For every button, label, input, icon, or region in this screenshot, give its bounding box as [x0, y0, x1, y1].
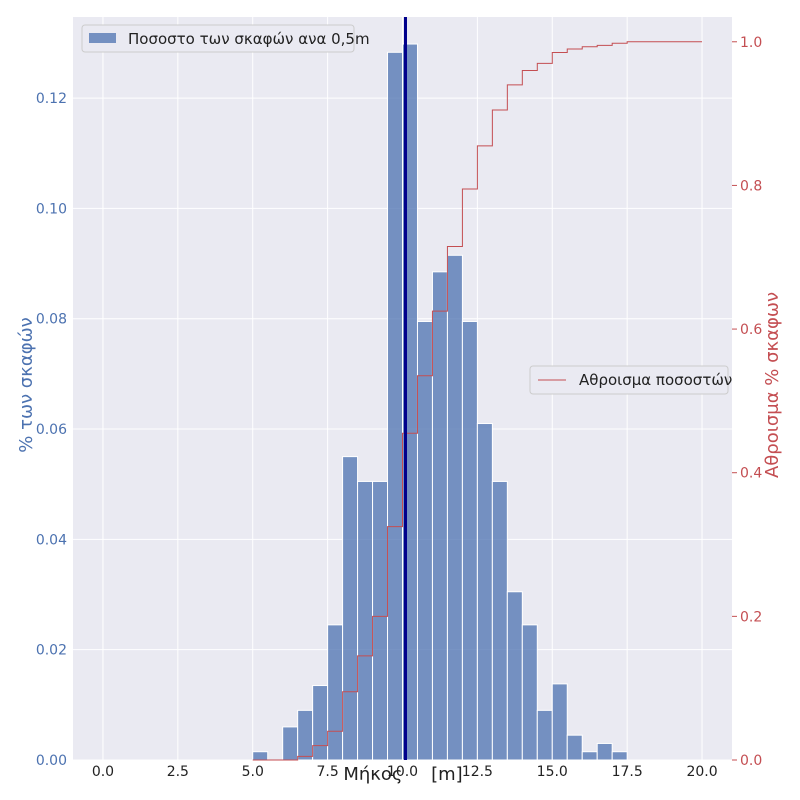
histogram-bar [342, 456, 359, 761]
x-tick-label: 20.0 [686, 764, 717, 780]
histogram-bar [491, 480, 508, 761]
histogram-bar [596, 742, 613, 761]
x-tick-label: 17.5 [612, 764, 643, 780]
x-tick-label: 0.0 [92, 764, 114, 780]
legend-histogram-swatch [89, 33, 116, 43]
histogram-bar [387, 51, 404, 761]
histogram-bar [297, 709, 314, 761]
histogram-bar [327, 624, 344, 761]
cumulative-line [252, 41, 703, 761]
histogram-bar [357, 480, 374, 761]
histogram-bar [372, 480, 389, 761]
x-tick-label: 12.5 [462, 764, 493, 780]
histogram-bar [312, 685, 329, 761]
histogram-bar [431, 271, 448, 761]
legend-histogram-box [81, 24, 355, 53]
x-tick-label: 10.0 [387, 764, 418, 780]
legend-histogram-label: Ποσοστο των σκαφών ανα 0,5m [128, 30, 370, 48]
y-right-tick-label: 0.6 [740, 322, 762, 338]
y-left-tick-label: 0.08 [36, 312, 67, 328]
y-right-tick-label: 0.4 [740, 466, 762, 482]
x-tick-labels: 0.0 2.5 5.0 7.5 10.0 12.5 15.0 17.5 20.0 [92, 764, 718, 780]
y-right-tick-label: 0.0 [740, 753, 762, 769]
legend-cumulative-label: Αθροισμα ποσοστών [579, 371, 732, 389]
x-tick-label: 2.5 [167, 764, 189, 780]
y-left-tick-label: 0.04 [36, 532, 67, 548]
histogram-bar [446, 254, 463, 761]
histogram-bar [611, 751, 628, 761]
y-left-tick-label: 0.10 [36, 201, 67, 217]
y-left-tick-label: 0.06 [36, 422, 67, 438]
histogram-bar [282, 726, 299, 761]
y-left-tick-labels: 0.00 0.02 0.04 0.06 0.08 0.10 0.12 [36, 91, 67, 769]
histogram-bar [566, 734, 583, 761]
legend-cumulative: Αθροισμα ποσοστών [529, 365, 732, 395]
y-left-tick-label: 0.00 [36, 753, 67, 769]
y-right-tick-label: 0.2 [740, 609, 762, 625]
x-tick-label: 15.0 [537, 764, 568, 780]
histogram-bar [521, 624, 538, 761]
legend-histogram: Ποσοστο των σκαφών ανα 0,5m [81, 24, 370, 53]
x-tick-label: 5.0 [242, 764, 264, 780]
y-left-axis-label: % των σκαφών [16, 317, 37, 452]
histogram-bar [476, 423, 493, 761]
legend-cumulative-box [529, 365, 729, 395]
histogram-bar [506, 591, 523, 761]
histogram-bar [416, 320, 433, 761]
y-right-tick-label: 0.8 [740, 178, 762, 194]
histogram-bar [551, 683, 568, 761]
y-right-tick-label: 1.0 [740, 35, 762, 51]
x-axis-label: Μήκος [m] [343, 764, 462, 785]
x-tick-label: 7.5 [316, 764, 338, 780]
y-left-tick-label: 0.12 [36, 91, 67, 107]
y-right-tick-labels: 0.0 0.2 0.4 0.6 0.8 1.0 [732, 35, 762, 769]
histogram-bar [461, 320, 478, 761]
y-right-axis-label: Αθροισμα % σκαφων [762, 292, 783, 478]
histogram-bar [252, 751, 269, 761]
histogram-bar [536, 709, 553, 761]
y-left-tick-label: 0.02 [36, 643, 67, 659]
histogram-bar [581, 751, 598, 761]
